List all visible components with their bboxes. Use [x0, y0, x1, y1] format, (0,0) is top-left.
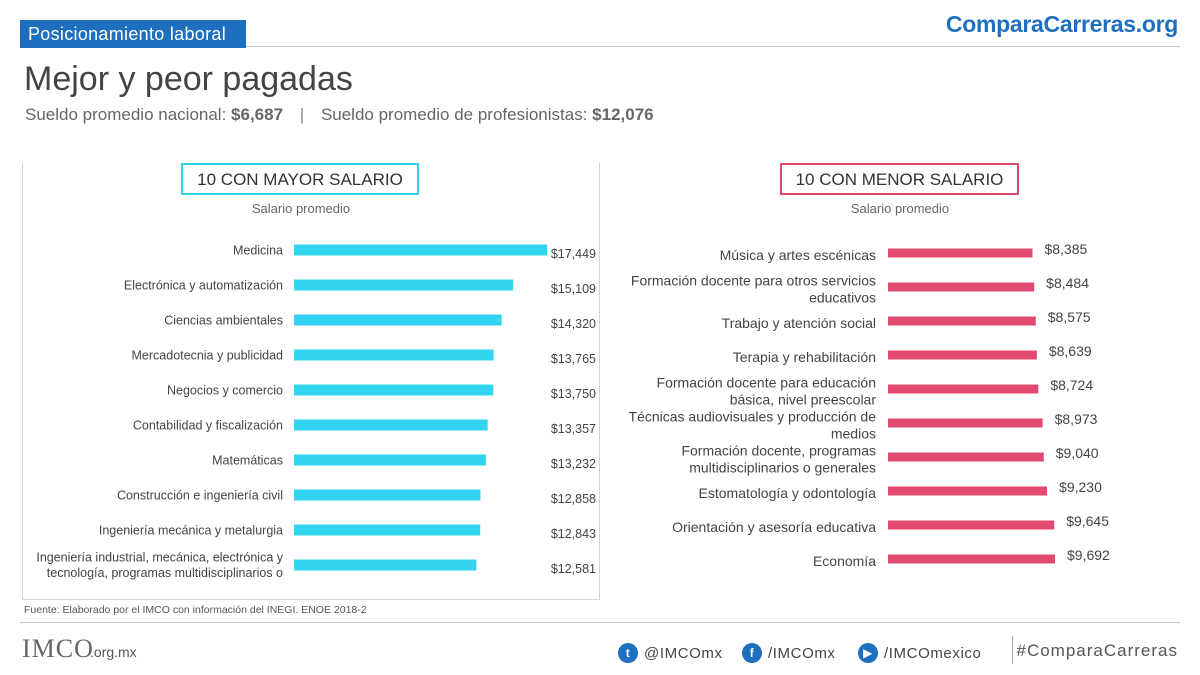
footer-divider [1012, 636, 1013, 664]
value-label: $8,575 [1048, 309, 1091, 325]
value-label: $14,320 [551, 317, 596, 331]
twitter-icon: t [618, 643, 638, 663]
section-badge: Posicionamiento laboral [20, 20, 246, 48]
value-label: $13,765 [551, 352, 596, 366]
bar [888, 520, 1055, 530]
lowest-salary-axis-caption: Salario promedio [850, 201, 950, 216]
national-salary-label: Sueldo promedio nacional: [25, 105, 227, 124]
bar [294, 384, 494, 396]
category-label: Economía [813, 553, 876, 569]
category-label: Medicina [233, 243, 283, 257]
value-label: $12,843 [551, 527, 596, 541]
value-label: $8,639 [1049, 343, 1092, 359]
youtube-handle: /IMCOmexico [884, 644, 982, 662]
value-label: $8,973 [1055, 411, 1098, 427]
category-label: Ingeniería mecánica y metalurgia [99, 523, 283, 537]
highest-salary-panel: 10 CON MAYOR SALARIO Salario promedio Me… [22, 163, 600, 600]
bar [888, 452, 1044, 462]
professional-salary-value: $12,076 [592, 105, 654, 124]
lowest-salary-panel: 10 CON MENOR SALARIO Salario promedio Mú… [600, 163, 1178, 600]
value-label: $15,109 [551, 282, 596, 296]
bar [294, 559, 477, 571]
value-label: $9,645 [1066, 513, 1109, 529]
bar [888, 316, 1036, 326]
category-label: Ciencias ambientales [164, 313, 283, 327]
category-label: Mercadotecnia y publicidad [132, 348, 284, 362]
value-label: $13,232 [551, 457, 596, 471]
value-label: $9,230 [1059, 479, 1102, 495]
lowest-salary-header: 10 CON MENOR SALARIO [780, 163, 1019, 195]
value-label: $8,724 [1050, 377, 1093, 393]
highest-salary-axis-caption: Salario promedio [251, 201, 351, 216]
bar [294, 279, 514, 291]
subtitle: Sueldo promedio nacional: $6,687 | Sueld… [25, 105, 654, 125]
bar [294, 419, 488, 431]
imco-logo-suffix: .org.mx [90, 644, 137, 660]
bar [294, 244, 547, 256]
bar [294, 314, 502, 326]
lowest-salary-chart: Música y artes escénicas $8,385 Formación … [629, 241, 1111, 569]
value-label: $12,581 [551, 562, 596, 576]
category-label: Negocios y comercio [167, 383, 283, 397]
category-label: Trabajo y atención social [722, 315, 876, 331]
bar [888, 486, 1048, 496]
category-label: Estomatología y odontología [699, 485, 877, 501]
value-label: $9,692 [1067, 547, 1110, 563]
category-label: Electrónica y automatización [124, 278, 283, 292]
bar [888, 384, 1039, 394]
value-label: $8,385 [1044, 241, 1087, 257]
facebook-icon: f [742, 643, 762, 663]
national-salary-value: $6,687 [231, 105, 284, 124]
page-title: Mejor y peor pagadas [24, 60, 353, 98]
value-label: $13,750 [551, 387, 596, 401]
hashtag[interactable]: #ComparaCarreras [1016, 641, 1178, 660]
brand-text: omparaCarreras.org [962, 11, 1178, 37]
value-label: $12,858 [551, 492, 596, 506]
value-label: $17,449 [551, 247, 596, 261]
bar [888, 248, 1033, 258]
category-label: Orientación y asesoría educativa [672, 519, 876, 535]
category-label: Contabilidad y fiscalización [133, 418, 283, 432]
category-label: Formación docente, programas multidiscipl… [681, 442, 876, 475]
brand-initial: C [945, 11, 963, 37]
bar [888, 282, 1035, 292]
bar [888, 350, 1037, 360]
category-label: Técnicas audiovisuales y producción de me… [629, 408, 877, 441]
category-label: Música y artes escénicas [720, 247, 876, 263]
bar [294, 489, 481, 501]
bar [294, 454, 486, 466]
category-label: Terapia y rehabilitación [733, 349, 876, 365]
bar [294, 524, 481, 536]
top-divider [246, 46, 1180, 47]
bottom-divider [20, 622, 1180, 623]
brand-logo[interactable]: ComparaCarreras.org [946, 11, 1178, 38]
bar [888, 554, 1055, 564]
imco-logo[interactable]: IMCO [22, 634, 94, 663]
twitter-handle: @IMCOmx [644, 644, 723, 662]
value-label: $8,484 [1046, 275, 1089, 291]
twitter-link[interactable]: t @IMCOmx [618, 643, 723, 663]
highest-salary-header: 10 CON MAYOR SALARIO [181, 163, 419, 195]
category-label: Formación docente para educación básica, … [657, 374, 877, 407]
category-label: Construcción e ingeniería civil [117, 488, 283, 502]
subtitle-separator: | [299, 105, 305, 124]
bar [294, 349, 494, 361]
youtube-link[interactable]: ▶ /IMCOmexico [858, 643, 981, 663]
value-label: $9,040 [1056, 445, 1099, 461]
category-label: Ingeniería industrial, mecánica, electró… [36, 551, 283, 581]
category-label: Matemáticas [212, 453, 283, 467]
category-label: Formación docente para otros servicios ed… [631, 272, 876, 305]
source-note: Fuente: Elaborado por el IMCO con inform… [24, 604, 367, 616]
facebook-handle: /IMCOmx [768, 644, 836, 662]
value-label: $13,357 [551, 422, 596, 436]
bar [888, 418, 1043, 428]
highest-salary-chart: Medicina $17,449 Electrónica y automatizac… [36, 243, 596, 581]
facebook-link[interactable]: f /IMCOmx [742, 643, 836, 663]
youtube-icon: ▶ [858, 643, 878, 663]
professional-salary-label: Sueldo promedio de profesionistas: [320, 105, 588, 124]
